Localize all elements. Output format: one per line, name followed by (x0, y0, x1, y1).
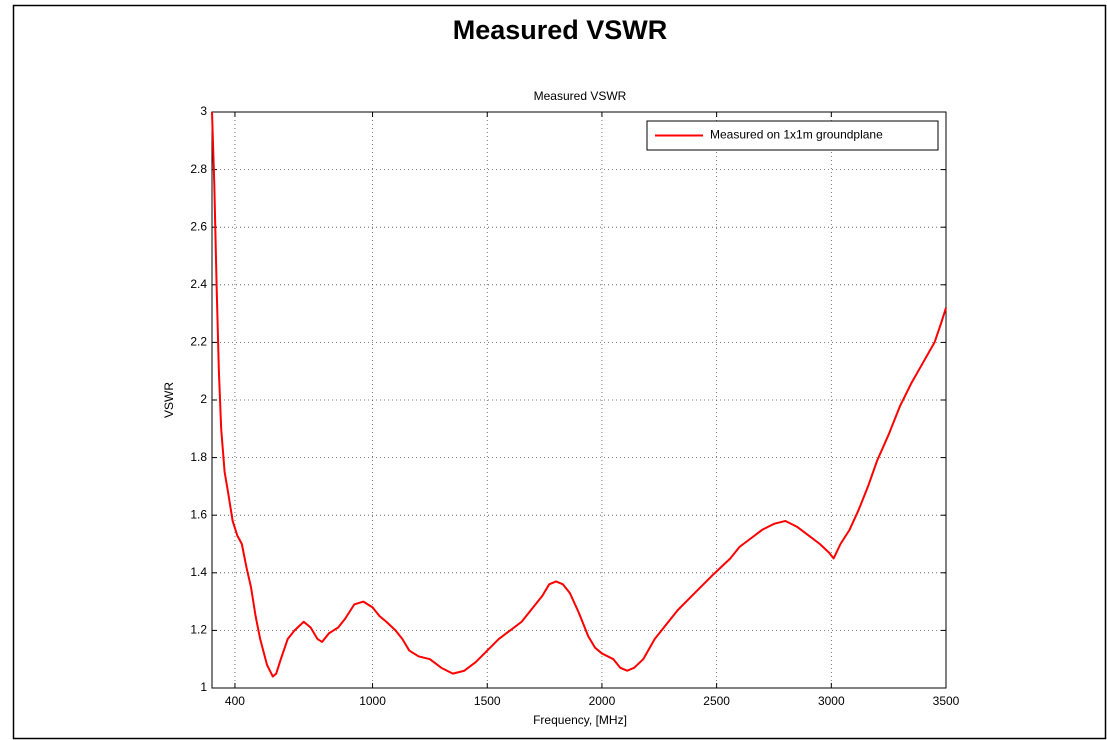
y-tick-label: 2.8 (190, 162, 207, 176)
y-tick-label: 1.4 (190, 565, 207, 579)
y-tick-label: 1.2 (190, 623, 207, 637)
x-tick-label: 3000 (818, 694, 845, 708)
plot-area (212, 112, 946, 688)
x-tick-label: 3500 (933, 694, 960, 708)
page-title: Measured VSWR (453, 15, 668, 45)
x-tick-label: 2000 (589, 694, 616, 708)
y-tick-label: 2 (200, 392, 207, 406)
y-tick-label: 1.8 (190, 450, 207, 464)
y-tick-label: 3 (200, 104, 207, 118)
chart-title: Measured VSWR (534, 89, 627, 103)
y-tick-label: 2.2 (190, 335, 207, 349)
x-tick-label: 400 (225, 694, 245, 708)
x-tick-label: 2500 (703, 694, 730, 708)
y-tick-label: 2.6 (190, 219, 207, 233)
x-tick-label: 1500 (474, 694, 501, 708)
y-tick-label: 1.6 (190, 507, 207, 521)
legend-label: Measured on 1x1m groundplane (710, 128, 883, 142)
y-axis-label: VSWR (162, 382, 176, 418)
y-tick-label: 1 (200, 680, 207, 694)
x-tick-label: 1000 (359, 694, 386, 708)
x-axis-label: Frequency, [MHz] (533, 713, 627, 727)
data-line (211, 111, 947, 678)
axes-box (211, 111, 947, 689)
y-tick-label: 2.4 (190, 277, 207, 291)
